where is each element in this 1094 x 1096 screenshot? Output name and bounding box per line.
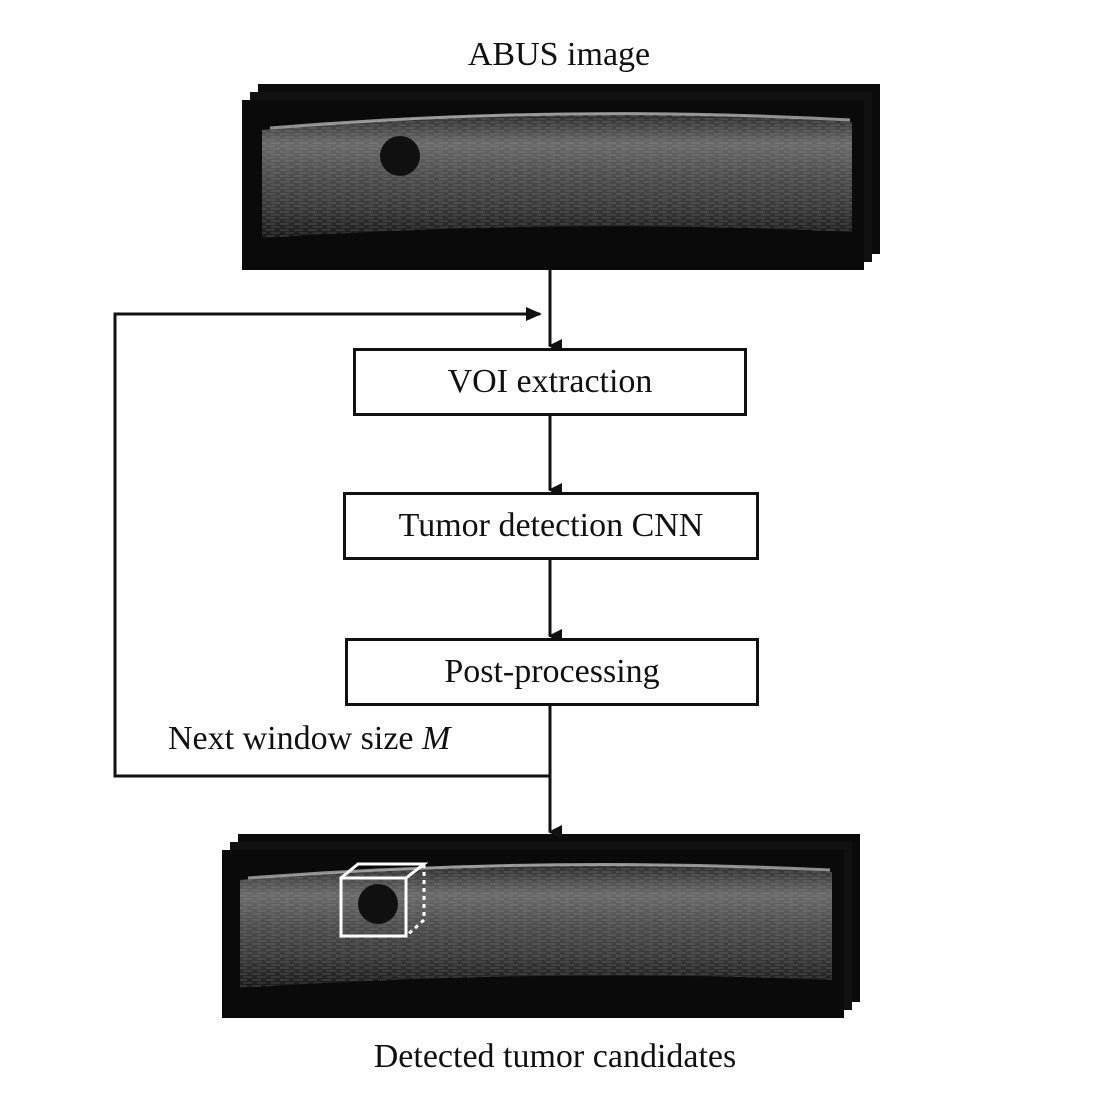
connectors <box>113 270 562 839</box>
post-processing-box: Post-processing <box>345 638 759 706</box>
result-image-stack <box>222 834 860 1018</box>
loop-label-text: Next window size <box>168 720 423 757</box>
abus-skin-line <box>269 112 851 130</box>
detection-cube-box <box>339 862 429 938</box>
tumor-detection-cnn-box: Tumor detection CNN <box>343 492 759 560</box>
result-title: Detected tumor candidates <box>373 1038 737 1075</box>
abus-image-stack <box>242 84 880 270</box>
abus-image-title: ABUS image <box>467 36 651 73</box>
tumor-detection-cnn-label: Tumor detection CNN <box>398 507 704 544</box>
feedback-loop-line <box>113 307 550 778</box>
voi-extraction-box: VOI extraction <box>353 348 747 416</box>
post-processing-label: Post-processing <box>444 653 660 690</box>
loop-label: Next window size M <box>168 722 450 756</box>
voi-extraction-label: VOI extraction <box>447 363 653 400</box>
result-tumor <box>358 884 398 924</box>
abus-texture <box>262 112 852 238</box>
result-skin-line <box>247 863 831 880</box>
result-texture <box>240 863 832 988</box>
abus-tumor <box>380 136 420 176</box>
loop-variable: M <box>422 720 451 757</box>
